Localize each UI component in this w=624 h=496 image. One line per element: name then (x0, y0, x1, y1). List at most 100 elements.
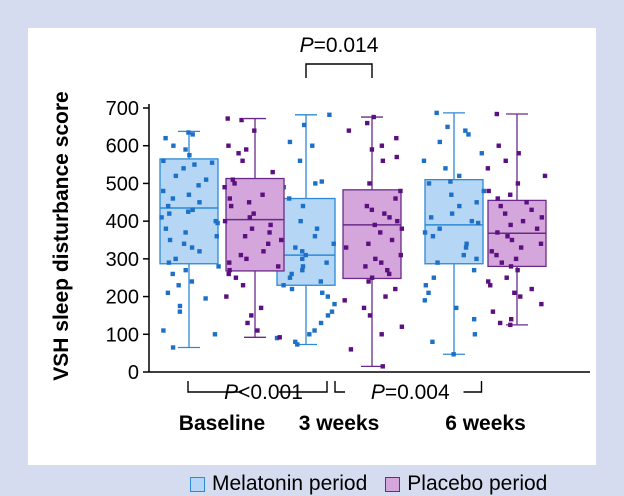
data-point (393, 196, 398, 201)
data-point (348, 347, 354, 352)
data-point (509, 237, 515, 243)
data-point (167, 211, 172, 216)
data-point (515, 267, 520, 273)
legend: Melatonin period Placebo period (190, 472, 565, 496)
data-point (167, 237, 173, 243)
data-point (270, 169, 275, 175)
data-point (504, 275, 509, 280)
data-point (251, 211, 256, 216)
data-point (512, 290, 517, 295)
data-point (268, 222, 273, 228)
data-point (372, 222, 377, 228)
data-point (279, 237, 284, 243)
data-point (312, 234, 318, 239)
data-point (364, 203, 370, 209)
data-point (366, 241, 371, 246)
legend-label-melatonin: Melatonin period (212, 472, 368, 495)
data-point (225, 116, 230, 121)
data-point (380, 158, 386, 163)
data-point (367, 181, 372, 186)
data-point (369, 147, 375, 152)
data-point (486, 279, 491, 284)
data-point (496, 143, 501, 148)
data-point (165, 290, 171, 295)
data-point (215, 220, 220, 226)
data-point (434, 110, 439, 116)
data-point (461, 252, 466, 258)
data-point (378, 230, 383, 235)
data-point (163, 135, 168, 141)
data-point (542, 173, 548, 179)
bracket-right-1 (279, 381, 328, 393)
data-point (494, 111, 500, 117)
data-point (437, 226, 442, 231)
x-category-label: Baseline (179, 412, 265, 435)
data-point (300, 267, 305, 273)
data-point (173, 173, 179, 179)
data-point (463, 245, 469, 250)
legend-swatch-placebo (385, 476, 401, 492)
data-point (464, 241, 469, 246)
data-point (422, 230, 428, 235)
data-point (318, 279, 324, 284)
data-point (293, 339, 298, 345)
data-point (466, 132, 471, 137)
bracket-left-1 (187, 381, 242, 393)
data-point (233, 275, 239, 280)
data-point (471, 267, 477, 273)
data-point (216, 264, 221, 269)
data-point (457, 173, 462, 179)
data-point (255, 328, 260, 333)
data-point (426, 181, 432, 186)
data-point (183, 147, 188, 152)
data-point (423, 283, 429, 288)
data-point (463, 128, 468, 133)
data-point (520, 218, 526, 224)
data-point (170, 271, 175, 277)
data-point (232, 181, 237, 186)
data-point (421, 158, 427, 163)
data-point (277, 335, 282, 340)
data-point (226, 143, 231, 148)
data-point (227, 196, 233, 201)
data-point (449, 211, 455, 216)
data-point (325, 313, 331, 318)
data-point (508, 192, 513, 197)
data-point (286, 196, 292, 201)
data-point (383, 294, 388, 299)
data-point (186, 209, 191, 214)
y-tick-label: 400 (106, 211, 139, 233)
data-point (190, 207, 195, 213)
data-point (534, 226, 540, 231)
data-point (320, 290, 325, 295)
data-point (298, 218, 303, 224)
data-point (192, 162, 197, 167)
data-point (209, 160, 215, 165)
data-point (161, 158, 166, 163)
data-point (289, 271, 294, 277)
data-point (197, 249, 202, 254)
data-point (451, 352, 456, 357)
data-point (327, 112, 332, 117)
data-point (332, 301, 337, 307)
data-point (502, 211, 508, 216)
bracket-left-2 (334, 381, 345, 393)
data-point (474, 256, 479, 262)
data-point (398, 252, 403, 258)
data-point (485, 166, 491, 171)
data-point (529, 207, 534, 213)
data-point (325, 294, 331, 299)
data-point (382, 211, 387, 216)
data-point (313, 181, 318, 186)
data-point (161, 328, 166, 333)
data-point (475, 220, 481, 226)
data-point (324, 260, 329, 265)
data-point (489, 249, 494, 254)
data-point (281, 283, 286, 288)
data-point (428, 215, 434, 220)
data-point (395, 218, 400, 224)
data-point (314, 226, 320, 231)
data-point (203, 296, 208, 301)
data-point (170, 196, 176, 201)
data-point (386, 271, 392, 277)
